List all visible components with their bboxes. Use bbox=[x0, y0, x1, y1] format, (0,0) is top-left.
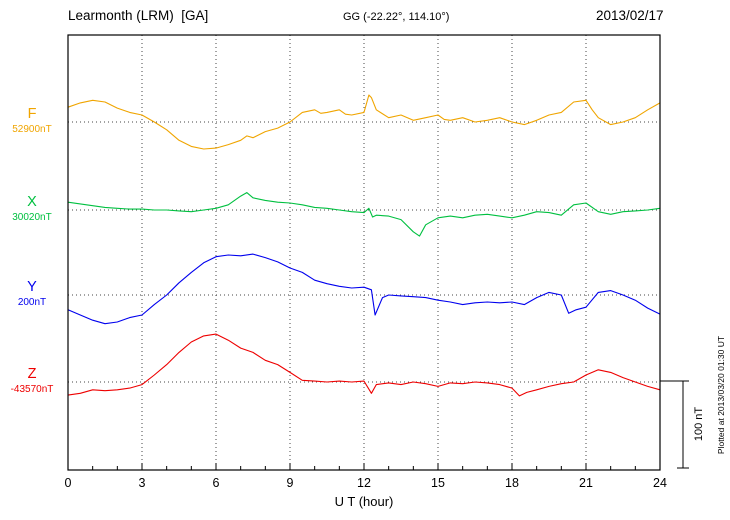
channel-label-z: Z -43570nT bbox=[0, 367, 64, 395]
channel-baseline-value: -43570nT bbox=[10, 383, 54, 395]
channel-baseline-value: 30020nT bbox=[12, 211, 52, 223]
x-tick-label-3: 3 bbox=[138, 476, 146, 490]
x-tick-label-24: 24 bbox=[653, 476, 667, 490]
trace-x bbox=[67, 192, 661, 237]
x-axis-label: U T (hour) bbox=[334, 494, 394, 509]
x-tick-label-0: 0 bbox=[64, 476, 72, 490]
channel-letter: F bbox=[27, 106, 37, 122]
channel-label-f: F 52900nT bbox=[0, 107, 64, 135]
plotted-timestamp-note: Plotted at 2013/03/20 01:30 UT bbox=[716, 335, 726, 455]
x-tick-label-18: 18 bbox=[505, 476, 519, 490]
trace-f bbox=[67, 94, 661, 150]
trace-y bbox=[67, 253, 661, 325]
x-tick-label-6: 6 bbox=[212, 476, 220, 490]
x-tick-label-12: 12 bbox=[357, 476, 371, 490]
channel-baseline-value: 200nT bbox=[17, 296, 47, 308]
channel-label-x: X 30020nT bbox=[0, 195, 64, 223]
channel-letter: X bbox=[27, 194, 37, 210]
channel-baseline-value: 52900nT bbox=[12, 123, 52, 135]
channel-letter: Y bbox=[27, 279, 37, 295]
x-tick-label-15: 15 bbox=[431, 476, 445, 490]
observatory-coordinates: GG (-22.22°, 114.10°) bbox=[343, 11, 450, 23]
x-tick-label-21: 21 bbox=[579, 476, 593, 490]
channel-label-y: Y 200nT bbox=[0, 280, 64, 308]
station-name: Learmonth (LRM) [GA] bbox=[68, 8, 209, 23]
trace-z bbox=[67, 333, 661, 397]
x-tick-label-9: 9 bbox=[286, 476, 294, 490]
scale-bar-label: 100 nT bbox=[693, 406, 705, 442]
plot-border bbox=[67, 34, 661, 471]
date-label: 2013/02/17 bbox=[596, 8, 664, 23]
channel-letter: Z bbox=[27, 366, 37, 382]
scale-bar bbox=[660, 380, 689, 469]
